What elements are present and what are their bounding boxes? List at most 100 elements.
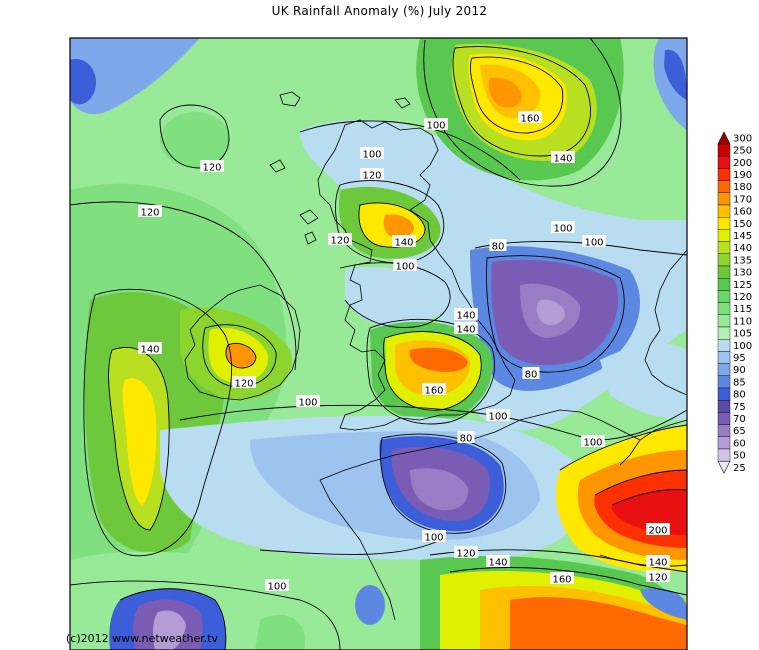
contour-label: 120	[360, 168, 384, 182]
legend-label: 80	[733, 390, 746, 401]
legend-swatch	[717, 192, 731, 206]
contour-label: 140	[486, 555, 510, 569]
contour-label: 100	[360, 147, 384, 161]
contour-label: 160	[518, 111, 542, 125]
legend-swatch	[717, 143, 731, 157]
legend-label: 250	[733, 146, 752, 157]
svg-text:140: 140	[456, 325, 475, 336]
legend-swatch	[717, 351, 731, 364]
contour-label: 80	[457, 431, 475, 445]
contour-label: 100	[422, 530, 446, 544]
svg-text:120: 120	[362, 171, 381, 182]
svg-text:100: 100	[395, 262, 414, 273]
contour-label: 140	[551, 151, 575, 165]
contour-label: 100	[393, 259, 417, 273]
field-layer	[70, 38, 687, 650]
legend-swatch	[717, 326, 731, 340]
legend-label: 65	[733, 426, 746, 437]
svg-text:100: 100	[426, 121, 445, 132]
legend-swatch	[717, 241, 731, 255]
legend-swatch	[717, 290, 731, 303]
contour-label: 100	[296, 395, 320, 409]
contour-label: 120	[200, 160, 224, 174]
legend-swatch	[717, 448, 731, 462]
contour-label: 160	[550, 572, 574, 586]
contour-label: 140	[392, 235, 416, 249]
copyright-text: (c)2012 www.netweather.tv	[66, 632, 219, 645]
svg-text:200: 200	[648, 526, 667, 537]
contour-label: 80	[489, 239, 507, 253]
legend-label: 135	[733, 255, 752, 266]
svg-text:160: 160	[424, 386, 443, 397]
legend-label: 110	[733, 316, 752, 327]
svg-text:120: 120	[234, 379, 253, 390]
legend-swatch	[717, 436, 731, 450]
contour-label: 200	[646, 523, 670, 537]
svg-text:140: 140	[140, 345, 159, 356]
legend-label: 105	[733, 329, 752, 340]
legend-label: 160	[733, 207, 752, 218]
legend-label: 190	[733, 170, 752, 181]
svg-text:120: 120	[648, 573, 667, 584]
svg-text:80: 80	[460, 434, 473, 445]
svg-text:100: 100	[553, 224, 572, 235]
legend-swatch	[717, 216, 731, 230]
legend-label: 180	[733, 182, 752, 193]
svg-text:100: 100	[362, 150, 381, 161]
legend-swatch	[717, 180, 731, 194]
svg-text:120: 120	[140, 208, 159, 219]
legend-bottom-arrow	[717, 460, 731, 474]
svg-text:100: 100	[267, 582, 286, 593]
legend-swatch	[717, 229, 731, 242]
svg-text:140: 140	[456, 311, 475, 322]
legend-swatch	[717, 278, 731, 291]
contour-label: 120	[328, 233, 352, 247]
legend-swatch	[717, 302, 731, 316]
svg-text:100: 100	[584, 238, 603, 249]
legend-swatch	[717, 253, 731, 267]
legend-label: 115	[733, 304, 752, 315]
legend-top-arrow	[717, 131, 731, 145]
contour-label: 100	[551, 221, 575, 235]
legend-swatch	[717, 265, 731, 279]
legend-swatch	[717, 424, 731, 438]
contour-label: 100	[265, 579, 289, 593]
svg-text:140: 140	[553, 154, 572, 165]
svg-text:80: 80	[492, 242, 505, 253]
svg-text:100: 100	[583, 438, 602, 449]
contour-label: 140	[454, 308, 478, 322]
legend-label: 100	[733, 341, 752, 352]
contour-label: 120	[138, 205, 162, 219]
legend-swatch	[717, 168, 731, 181]
legend-swatch	[717, 363, 731, 377]
legend-label: 90	[733, 365, 746, 376]
svg-text:120: 120	[202, 163, 221, 174]
legend-label: 130	[733, 268, 752, 279]
legend-swatch	[717, 412, 731, 425]
contour-labels: 120 100 160 100 140 120 120 140 120 100 80 100 140 14…	[138, 111, 670, 593]
legend-swatch	[717, 400, 731, 413]
contour-label: 120	[232, 376, 256, 390]
svg-text:100: 100	[488, 412, 507, 423]
contour-label: 160	[422, 383, 446, 397]
contour-label: 140	[454, 322, 478, 336]
contour-label: 80	[522, 367, 540, 381]
legend-label: 200	[733, 158, 752, 169]
svg-text:140: 140	[394, 238, 413, 249]
legend-label: 125	[733, 280, 752, 291]
svg-text:140: 140	[648, 558, 667, 569]
legend-label: 170	[733, 194, 752, 205]
legend-swatch	[717, 387, 731, 401]
contour-label: 120	[646, 570, 670, 584]
legend-label: 300	[733, 133, 752, 144]
legend-label: 50	[733, 451, 746, 462]
svg-text:120: 120	[456, 549, 475, 560]
contour-label: 140	[138, 342, 162, 356]
svg-text:80: 80	[525, 370, 538, 381]
svg-text:120: 120	[330, 236, 349, 247]
legend-label: 120	[733, 292, 752, 303]
legend-label: 95	[733, 353, 746, 364]
color-legend: 3002502001901801701601501451401351301251…	[717, 131, 752, 474]
svg-text:100: 100	[424, 533, 443, 544]
svg-text:140: 140	[488, 558, 507, 569]
